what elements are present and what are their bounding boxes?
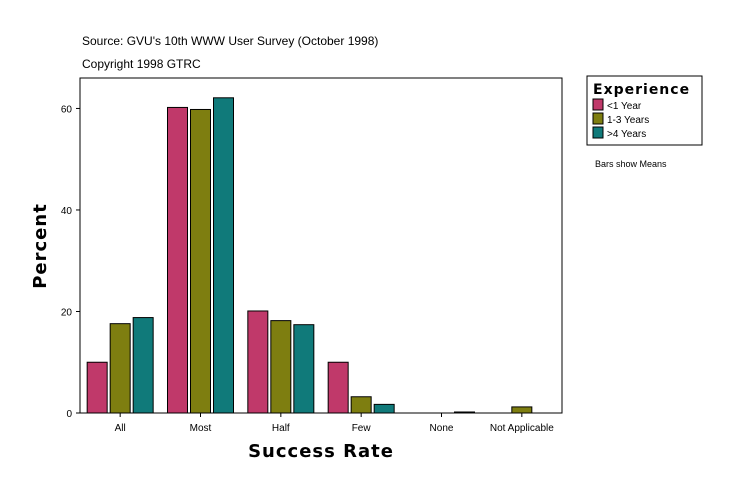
source-text: Source: GVU's 10th WWW User Survey (Octo… [82,34,378,48]
bar-most-0 [167,106,188,414]
legend-label: 1-3 Years [607,115,649,126]
x-tick-label: Half [272,423,290,434]
bar-few-1 [350,396,372,414]
bar-half-2 [293,324,315,414]
bar-half-1 [270,320,292,414]
y-tick-label: 0 [66,409,72,420]
y-tick-label: 60 [61,104,73,115]
x-tick-label: None [430,423,454,434]
bar-all-2 [132,317,154,414]
y-tick-label: 40 [61,206,73,217]
legend-swatch [592,126,604,139]
x-tick-label: Not Applicable [490,423,554,434]
axes: All Most Half Few None Not Applicable 0 20 40 60 [61,104,554,434]
y-axis-label: Percent [30,203,51,289]
bars [86,97,533,414]
legend-swatch [592,112,604,125]
x-tick-label: Most [190,423,212,434]
bar-half-0 [247,310,269,414]
x-tick-label: All [115,423,126,434]
legend: Experience <1 Year 1-3 Years >4 Years [586,75,703,146]
note-text: Bars show Means [595,159,667,169]
plot-area [79,77,563,414]
y-tick-label: 20 [61,307,73,318]
legend-swatch [592,98,604,111]
bar-most-1 [190,108,211,414]
legend-label: >4 Years [607,129,646,140]
x-tick-label: Few [352,423,372,434]
bar-most-2 [213,97,234,414]
bar-all-0 [86,361,108,414]
legend-box [586,75,703,146]
legend-title: Experience [593,82,690,98]
x-axis-label: Success Rate [248,441,394,462]
bar-few-0 [327,361,349,414]
bar-all-1 [109,323,131,414]
bar-few-2 [373,403,395,414]
copyright-text: Copyright 1998 GTRC [82,57,201,71]
bar-not-applicable-1 [511,406,533,414]
bar-none-2 [454,411,475,414]
legend-label: <1 Year [607,101,642,112]
